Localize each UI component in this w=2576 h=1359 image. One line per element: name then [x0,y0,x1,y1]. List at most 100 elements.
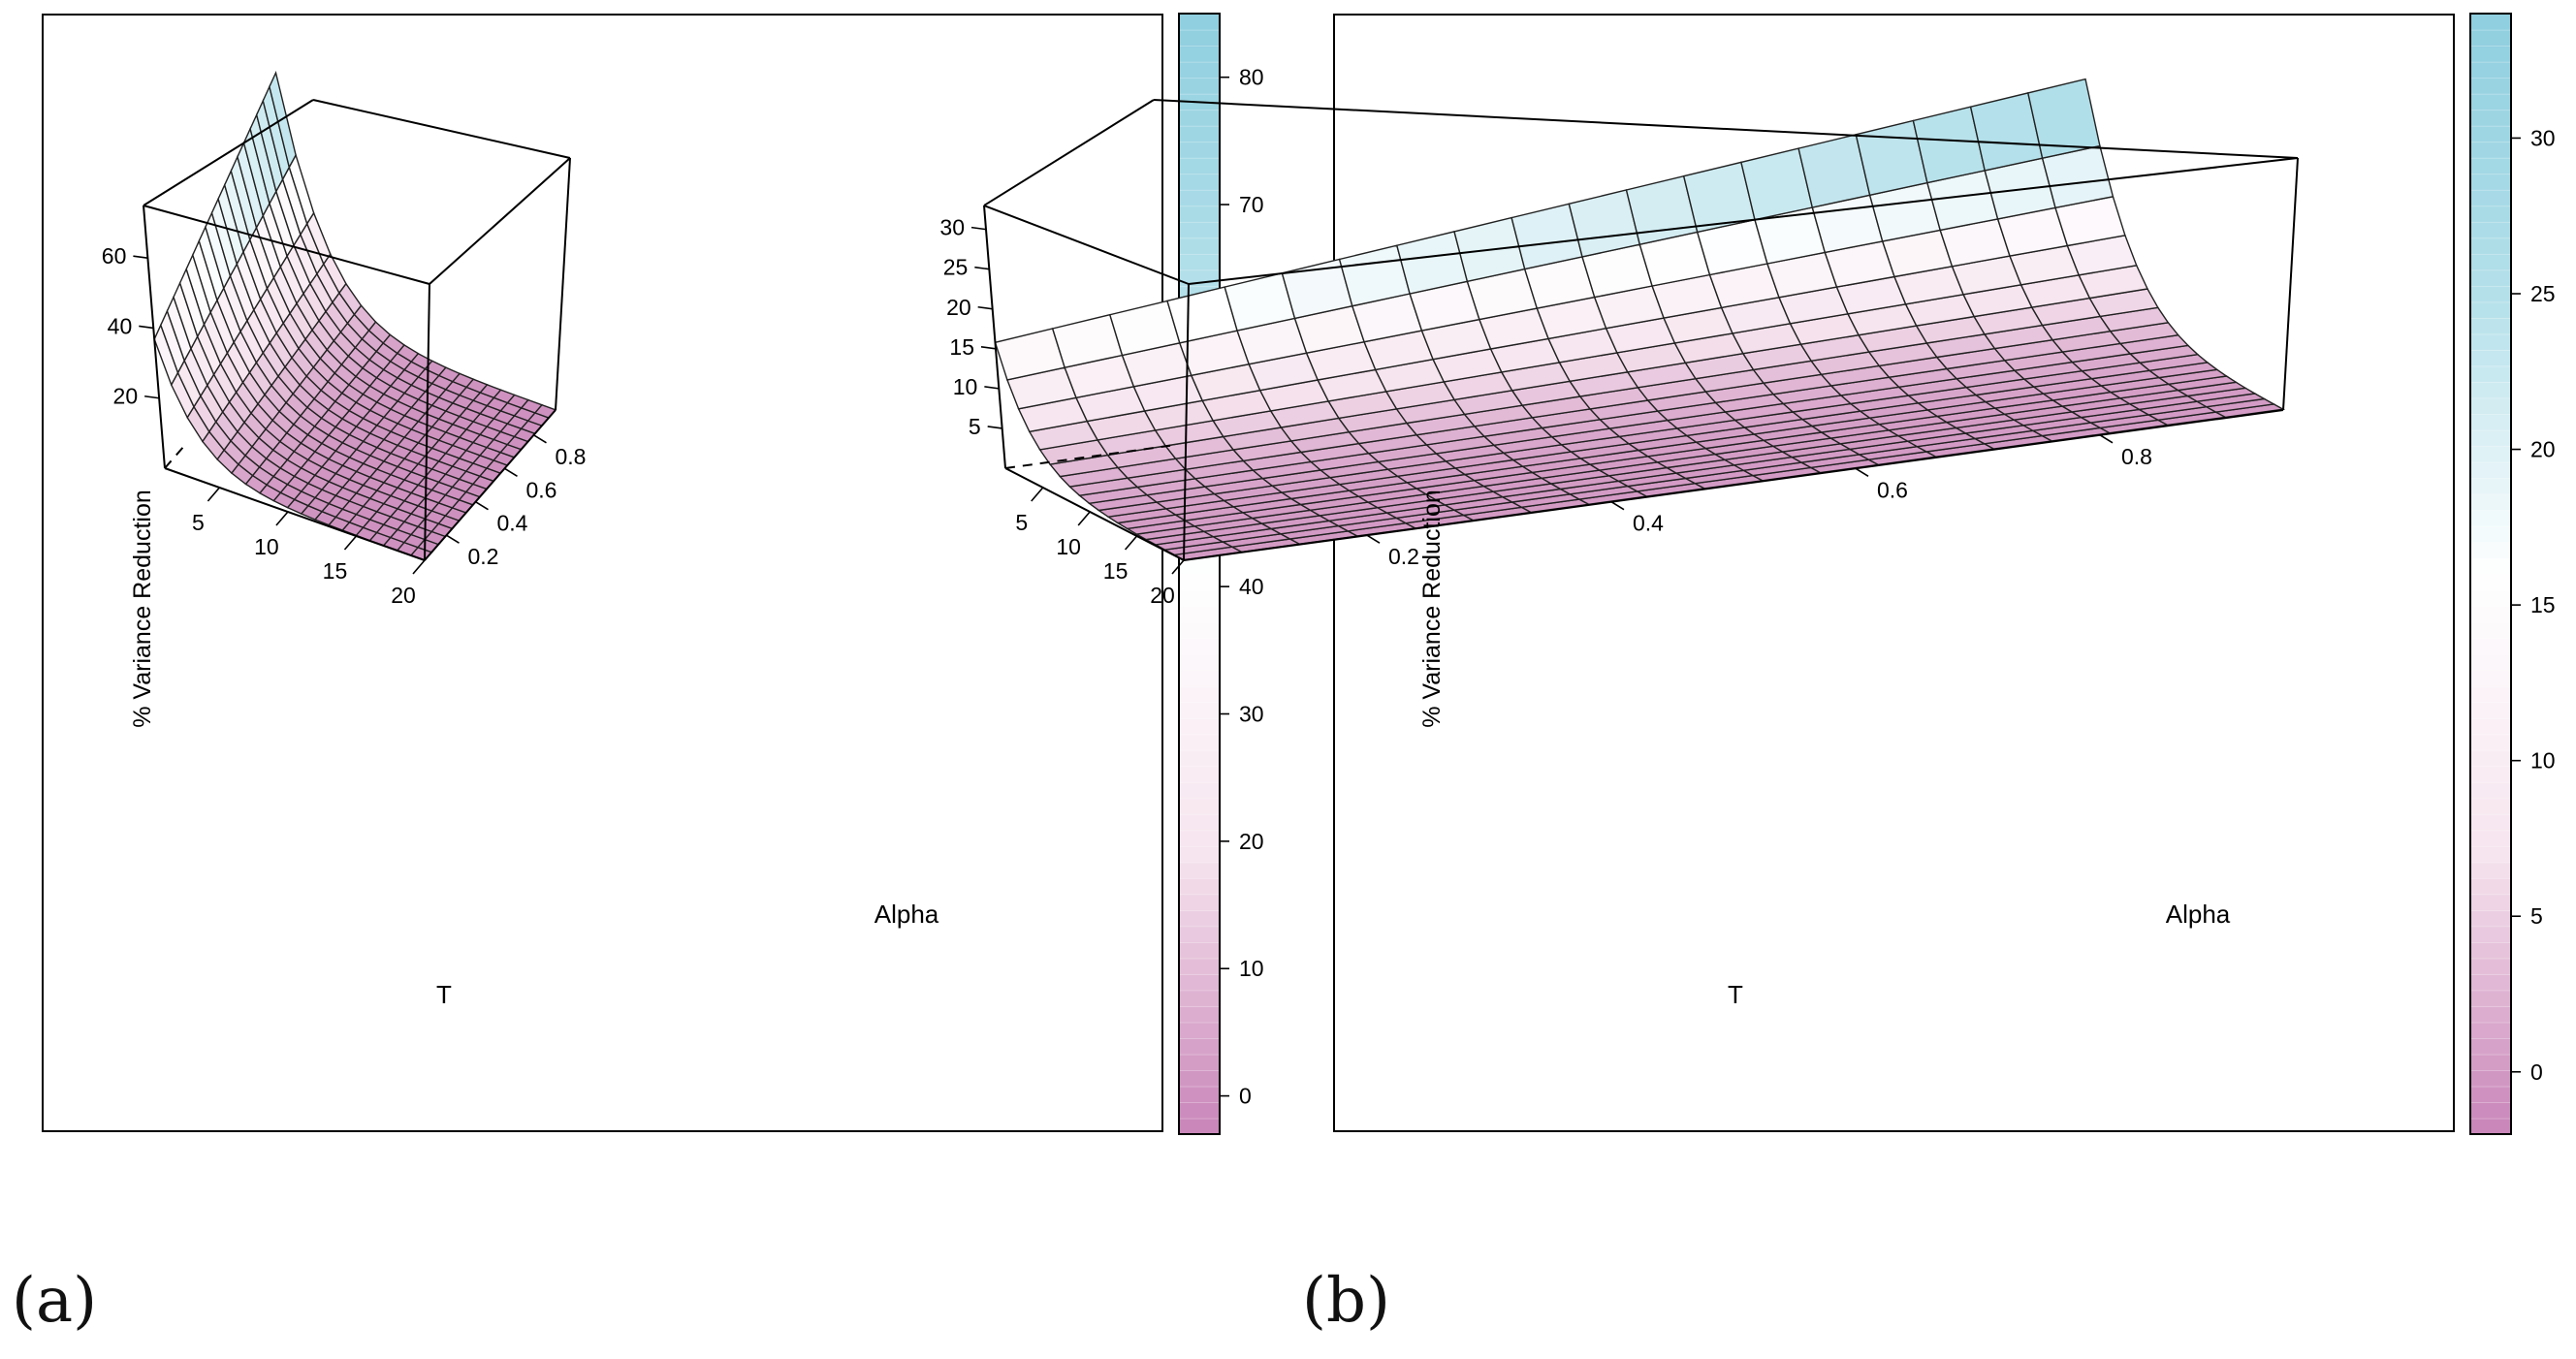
box-edge [143,205,430,285]
chart-b: 5 10 15 20 0.2 0.4 0.6 0.8 5 10 15 20 25 30 % Varianc… [939,13,2556,1135]
box-edge [429,157,571,285]
colorbar-band [2469,621,2512,640]
colorbar-band [1178,573,1221,591]
colorbar-tick-label: 20 [1239,829,1264,854]
colorbar-band [2469,589,2512,608]
x-tick-label: 5 [1015,510,1028,535]
colorbar-band [2469,605,2512,623]
y-axis-label: Alpha [875,900,939,929]
colorbar-band [2469,797,2512,815]
colorbar-band [2469,141,2512,159]
colorbar-band [1178,669,1221,687]
box-edge-hidden [164,445,186,469]
z-tick-mark [133,255,148,259]
box-edge [143,99,314,206]
colorbar-band [2469,157,2512,175]
colorbar-band [1178,13,1221,31]
x-tick-mark [1124,535,1138,551]
colorbar-band [1178,1069,1221,1088]
colorbar-tick-label: 20 [2530,437,2556,462]
z-tick-mark [984,386,1000,390]
colorbar-band [1178,749,1221,768]
z-tick-label: 30 [939,215,965,240]
colorbar-band [2469,813,2512,832]
colorbar-tick-label: 25 [2530,281,2556,306]
colorbar-band [2469,477,2512,495]
colorbar-band [2469,300,2512,319]
colorbar-band [2469,877,2512,896]
colorbar-band [1178,829,1221,847]
colorbar-band [2469,428,2512,447]
colorbar-band [1178,1101,1221,1120]
y-tick-label: 0.2 [1388,544,1419,569]
z-axis-label: % Variance Reduction [129,490,156,728]
z-tick-label: 25 [943,255,969,280]
colorbar-tick-label: 30 [1239,702,1264,727]
z-tick-mark [970,226,987,231]
box-edge [424,283,430,561]
z-tick-label: 15 [949,334,974,360]
colorbar-tick-label: 10 [1239,956,1264,981]
colorbar-band [2469,765,2512,783]
colorbar-band [2469,364,2512,383]
colorbar-band [1178,269,1221,287]
colorbar-band [1178,61,1221,79]
colorbar-band [1178,973,1221,992]
colorbar-band [2469,125,2512,143]
colorbar-band [2469,205,2512,223]
colorbar-band [1178,189,1221,207]
colorbar-band [1178,205,1221,223]
colorbar-band [1178,173,1221,191]
box-edge [1004,467,1185,561]
axis-ticks: 5 10 15 20 0.2 0.4 0.6 0.8 20 40 60 [102,243,587,608]
colorbar-frame [2469,13,2512,1135]
y-tick-label: 0.6 [1877,477,1908,502]
z-tick-mark [980,346,997,350]
colorbar-band [2469,396,2512,415]
colorbar-tick-label: 10 [2530,748,2556,774]
colorbar-band [1178,733,1221,751]
colorbar-band [2469,381,2512,399]
colorbar-band [2469,237,2512,255]
colorbar-band [2469,253,2512,271]
colorbar-band [2469,669,2512,687]
colorbar-band [2469,317,2512,335]
colorbar-band [2469,573,2512,591]
y-tick-mark [533,434,547,444]
colorbar-band [2469,460,2512,479]
colorbar-band [1178,1022,1221,1039]
y-axis-label: Alpha [2166,900,2231,929]
x-tick-mark [1031,487,1044,502]
y-tick-label: 0.8 [556,444,587,469]
colorbar-band [1178,1118,1221,1135]
colorbar-band [1178,685,1221,704]
colorbar-band [1178,125,1221,143]
box-edges [143,99,571,561]
colorbar-band [1178,1086,1221,1103]
colorbar-band [2469,269,2512,287]
x-tick-label: 10 [1056,534,1081,559]
z-tick-label: 20 [946,295,971,320]
colorbar-band [1178,797,1221,815]
x-axis-label: T [1728,980,1743,1009]
x-tick-mark [343,535,358,551]
box-edge [983,205,1190,285]
colorbar-band [2469,221,2512,239]
colorbar-band [1178,701,1221,719]
y-tick-mark [446,534,460,544]
z-tick-label: 20 [113,384,139,409]
colorbar-tick-label: 70 [1239,192,1264,217]
box-edge [2282,157,2299,411]
z-tick-mark [144,395,160,399]
colorbar-band [2469,509,2512,527]
colorbar-band [1178,845,1221,864]
x-tick-mark [275,511,289,526]
colorbar-band [1178,989,1221,1007]
colorbar-band [2469,941,2512,960]
colorbar-band [2469,93,2512,111]
colorbar-band [2469,957,2512,975]
x-tick-label: 5 [192,510,205,535]
colorbar-band [2469,189,2512,207]
x-tick-label: 20 [1150,583,1175,608]
colorbar-band [1178,45,1221,63]
